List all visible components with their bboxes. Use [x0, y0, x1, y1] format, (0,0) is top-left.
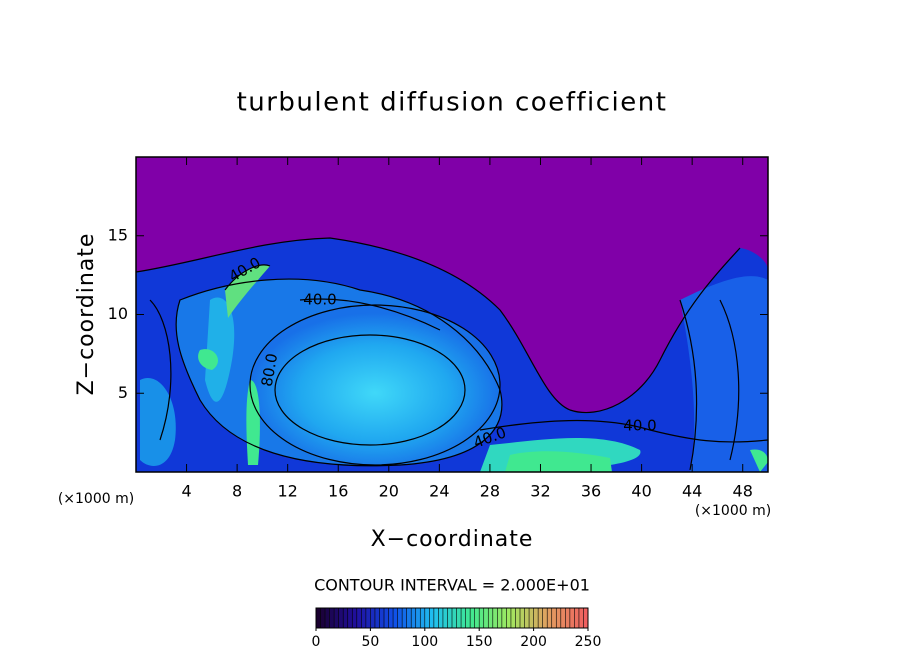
colorbar-cell: [551, 608, 557, 628]
colorbar-tick-label: 0: [312, 634, 321, 650]
colorbar-cell: [574, 608, 579, 628]
colorbar-cell: [361, 608, 366, 628]
colorbar-cell: [483, 608, 489, 628]
field: [136, 157, 768, 472]
colorbar-cell: [316, 608, 321, 628]
colorbar-cell: [402, 608, 407, 628]
colorbar-cell: [488, 608, 493, 628]
colorbar-tick-label: 100: [411, 634, 438, 650]
colorbar-cell: [452, 608, 457, 628]
colorbar-cell: [470, 608, 475, 628]
colorbar-cell: [529, 608, 534, 628]
x-tick-label: 20: [379, 482, 399, 501]
colorbar-cell: [542, 608, 548, 628]
colorbar-cell: [583, 608, 588, 628]
colorbar-cell: [325, 608, 330, 628]
colorbar-cell: [547, 608, 552, 628]
colorbar-cell: [374, 608, 380, 628]
colorbar-cell: [411, 608, 416, 628]
x-axis-label: X−coordinate: [371, 527, 534, 552]
x-tick-label: 48: [733, 482, 753, 501]
colorbar-cell: [343, 608, 348, 628]
colorbar-cell: [384, 608, 389, 628]
colorbar-cell: [510, 608, 516, 628]
colorbar: [315, 607, 589, 629]
x-tick-label: 24: [429, 482, 449, 501]
colorbar-cell: [438, 608, 443, 628]
colorbar-cell: [556, 608, 561, 628]
colorbar-cell: [329, 608, 335, 628]
colorbar-cell: [320, 608, 326, 628]
colorbar-cell: [356, 608, 362, 628]
x-tick-label: 40: [631, 482, 651, 501]
x-tick-label: 8: [232, 482, 242, 501]
contour-interval: CONTOUR INTERVAL = 2.000E+01: [314, 576, 590, 595]
colorbar-cell: [456, 608, 462, 628]
colorbar-cell: [397, 608, 403, 628]
colorbar-tick-label: 50: [361, 634, 379, 650]
y-tick-label: 10: [108, 304, 128, 323]
colorbar-cell: [497, 608, 502, 628]
colorbar-cell: [533, 608, 539, 628]
colorbar-cell: [338, 608, 344, 628]
colorbar-cell: [415, 608, 421, 628]
x-tick-label: 36: [581, 482, 601, 501]
colorbar-cell: [506, 608, 511, 628]
colorbar-cell: [424, 608, 430, 628]
x-tick-label: 12: [278, 482, 298, 501]
colorbar-cell: [461, 608, 466, 628]
x-unit-label: (×1000 m): [58, 491, 134, 507]
colorbar-tick-label: 200: [520, 634, 547, 650]
colorbar-cell: [538, 608, 543, 628]
colorbar-cell: [388, 608, 394, 628]
colorbar-cell: [524, 608, 530, 628]
colorbar-tick-label: 150: [466, 634, 493, 650]
x-tick-label: 44: [682, 482, 702, 501]
colorbar-cell: [569, 608, 575, 628]
colorbar-cell: [442, 608, 448, 628]
colorbar-cell: [465, 608, 471, 628]
colorbar-cell: [474, 608, 480, 628]
colorbar-cell: [501, 608, 507, 628]
colorbar-cell: [406, 608, 412, 628]
colorbar-frame: [315, 607, 589, 629]
y-axis-label: Z−coordinate: [74, 233, 99, 396]
x-tick-label: 32: [530, 482, 550, 501]
colorbar-cell: [492, 608, 498, 628]
colorbar-cell: [352, 608, 357, 628]
y-tick-label: 5: [118, 383, 128, 402]
colorbar-cell: [447, 608, 452, 628]
colorbar-cell: [565, 608, 570, 628]
colorbar-cell: [520, 608, 525, 628]
colorbar-cell: [479, 608, 484, 628]
colorbar-cell: [365, 608, 371, 628]
chart-title: turbulent diffusion coefficient: [237, 88, 668, 118]
x-tick-label: 16: [328, 482, 348, 501]
colorbar-cell: [433, 608, 439, 628]
colorbar-cell: [379, 608, 384, 628]
x-tick-label: 28: [480, 482, 500, 501]
colorbar-cell: [560, 608, 566, 628]
colorbar-cell: [515, 608, 520, 628]
colorbar-cell: [370, 608, 375, 628]
colorbar-cell: [393, 608, 398, 628]
colorbar-cell: [578, 608, 584, 628]
colorbar-cell: [429, 608, 434, 628]
contour-label: 40.0: [303, 291, 336, 309]
x-tick-label: 4: [181, 482, 191, 501]
y-unit-label: (×1000 m): [695, 503, 771, 519]
colorbar-tick-label: 250: [575, 634, 602, 650]
colorbar-cell: [334, 608, 339, 628]
contour-label: 40.0: [623, 417, 656, 435]
contour-label: 80.0: [258, 352, 282, 388]
colorbar-cell: [420, 608, 425, 628]
y-tick-label: 15: [108, 225, 128, 244]
colorbar-cell: [347, 608, 353, 628]
